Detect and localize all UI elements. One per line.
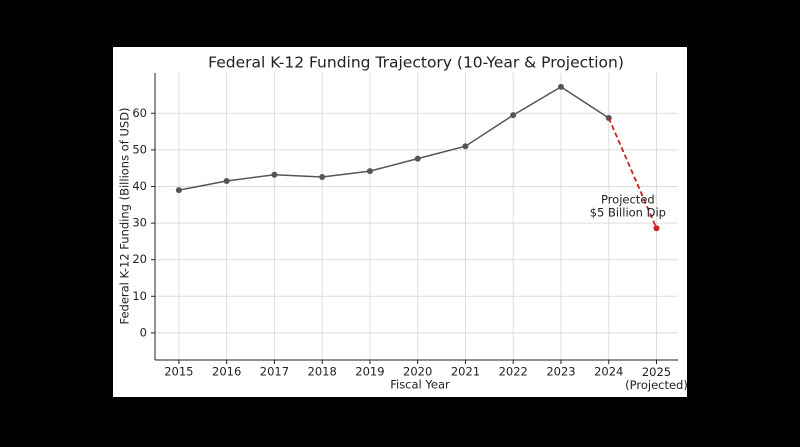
x-tick-label: 2023	[546, 365, 575, 379]
y-tick-label: 40	[132, 179, 147, 193]
y-tick-label: 20	[132, 252, 147, 266]
x-tick-label: 2015	[164, 365, 193, 379]
x-tick-label: 2020	[403, 365, 432, 379]
x-tick-label: 2021	[451, 365, 480, 379]
point	[175, 187, 182, 194]
point	[557, 83, 564, 90]
x-tick-label: 2025 (Projected)	[625, 365, 688, 392]
x-tick-label: 2019	[355, 365, 384, 379]
point	[462, 143, 469, 150]
point	[366, 168, 373, 175]
point	[414, 155, 421, 162]
x-tick-label: 2018	[308, 365, 337, 379]
point	[510, 112, 517, 119]
point	[319, 173, 326, 180]
annotation: Projected $5 Billion Dip	[590, 192, 666, 219]
x-axis-label: Fiscal Year	[390, 378, 450, 392]
y-tick-label: 60	[132, 106, 147, 120]
y-tick-label: 0	[140, 325, 147, 339]
figure-background	[113, 47, 687, 397]
chart-title: Federal K-12 Funding Trajectory (10-Year…	[208, 54, 624, 72]
line-series	[178, 86, 610, 191]
x-tick-label: 2016	[212, 365, 241, 379]
x-tick-label: 2017	[260, 365, 289, 379]
x-tick-label: 2024	[594, 365, 623, 379]
y-tick-label: 50	[132, 142, 147, 156]
point	[223, 177, 230, 184]
y-tick-label: 30	[132, 216, 147, 230]
point	[653, 225, 660, 232]
point	[271, 171, 278, 178]
y-axis-label: Federal K-12 Funding (Billions of USD)	[118, 107, 132, 324]
y-tick-label: 10	[132, 289, 147, 303]
x-tick-label: 2022	[499, 365, 528, 379]
line-series	[607, 117, 658, 229]
